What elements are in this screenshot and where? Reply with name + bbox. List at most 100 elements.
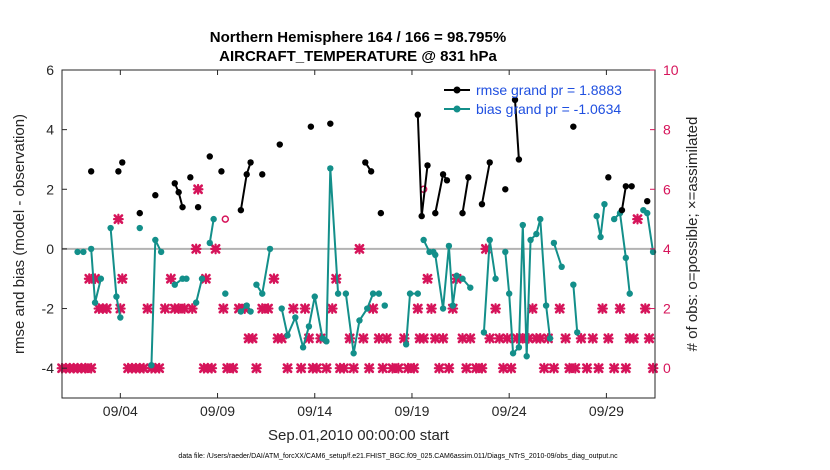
obs-assimilated-marker [460, 362, 472, 374]
obs-assimilated-marker [581, 362, 593, 374]
obs-assimilated-marker [602, 332, 614, 344]
bias-point [292, 314, 299, 321]
bias-point [453, 272, 460, 279]
y2-axis-label: # of obs: o=possible; ×=assimilated [684, 117, 701, 352]
bias-point [266, 245, 274, 253]
bias-point [327, 165, 334, 172]
obs-assimilated-marker [476, 362, 488, 374]
bias-point [459, 275, 466, 282]
obs-assimilated-marker [142, 303, 153, 314]
obs-assimilated-marker [639, 303, 651, 314]
rmse-point [115, 168, 122, 175]
bias-point [136, 224, 143, 232]
bias-point [626, 290, 633, 297]
data-file-footer: data file: /Users/raeder/DAI/ATM_forcXX/… [178, 453, 618, 460]
bias-point [574, 329, 581, 336]
rmse-point [443, 177, 451, 184]
obs-assimilated-marker [418, 332, 430, 344]
bias-point [284, 332, 291, 339]
rmse-point [502, 186, 509, 193]
obs-assimilated-marker [560, 332, 571, 344]
obs-assimilated-marker [527, 303, 538, 314]
rmse-point [187, 174, 194, 181]
y-axis-ticks: -4 -2 0 2 4 6 [42, 62, 67, 376]
bias-line-segment [552, 242, 563, 268]
legend-rmse-marker [453, 86, 461, 94]
obs-assimilated-marker [354, 243, 365, 255]
bias-point [206, 239, 213, 247]
rmse-point [218, 168, 225, 175]
rmse-point [515, 156, 523, 163]
y-tick-label: 2 [46, 181, 54, 197]
y-tick-label: -2 [42, 301, 55, 317]
bias-series [74, 165, 657, 369]
bias-line-segment [208, 218, 215, 244]
bias-line-segment [572, 284, 579, 333]
bias-point [445, 242, 453, 250]
chart-subtitle: AIRCRAFT_TEMPERATURE @ 831 hPa [219, 48, 497, 65]
obs-assimilated-marker [433, 362, 445, 374]
obs-assimilated-marker [227, 362, 239, 374]
bias-point [533, 230, 540, 238]
rmse-point [605, 174, 612, 181]
bias-point [381, 302, 388, 309]
rmse-point [465, 174, 472, 181]
obs-assimilated-marker [422, 273, 433, 285]
plot-frame [61, 69, 656, 399]
plot-area: 09/04 09/09 09/14 09/19 09/24 09/29 -4-20246 … [42, 62, 679, 419]
legend-bias-label: bias grand pr = -1.0634 [476, 101, 621, 117]
x-axis-ticks: 09/04 09/09 09/14 09/19 09/24 09/29 [103, 70, 624, 419]
obs-assimilated-marker [548, 362, 560, 374]
obs-assimilated-marker [262, 303, 274, 314]
bias-point [113, 293, 120, 300]
bias-point [467, 284, 474, 291]
y2-tick-label: 0 [663, 360, 671, 376]
bias-point [323, 338, 330, 345]
bias-point [364, 305, 371, 312]
obs-assimilated-marker [643, 332, 655, 344]
bias-point [593, 212, 600, 220]
y-tick-label: -4 [42, 360, 55, 376]
bias-point [342, 290, 350, 297]
obs-assimilated-marker [338, 362, 350, 374]
obs-assimilated-marker [326, 303, 338, 314]
bias-point [198, 275, 206, 282]
rmse-point [432, 209, 439, 217]
bias-point [546, 335, 554, 342]
rmse-point [276, 141, 283, 148]
obs-assimilated-marker [251, 362, 262, 374]
obs-assimilated-marker [501, 332, 513, 344]
bias-point [558, 263, 565, 270]
legend-rmse-label: rmse grand pr = 1.8883 [476, 82, 622, 98]
obs-assimilated-marker [569, 362, 581, 374]
obs-assimilated-marker [408, 362, 420, 374]
rmse-point [377, 209, 385, 217]
bias-point [570, 281, 577, 288]
obs-assimilated-marker [299, 303, 311, 314]
bias-line-segment [195, 278, 203, 303]
rmse-line-segment [514, 99, 520, 160]
y2-tick-label: 6 [663, 181, 671, 197]
y2-tick-label: 10 [663, 62, 679, 78]
bias-point [171, 281, 178, 288]
obs-assimilated-marker [412, 303, 424, 314]
obs-assimilated-marker [116, 273, 128, 285]
rmse-point [618, 206, 626, 214]
rmse-point [367, 168, 375, 175]
bias-point [537, 215, 544, 223]
y-tick-label: 4 [46, 122, 54, 138]
bias-point [152, 236, 159, 244]
bias-point [247, 308, 254, 315]
obs-assimilated-marker [217, 303, 229, 314]
bias-point [350, 350, 357, 357]
rmse-line-segment [480, 162, 491, 205]
bias-point [80, 248, 87, 256]
bias-point [259, 290, 266, 297]
bias-point [183, 275, 190, 282]
rmse-point [87, 168, 95, 175]
y-tick-label: 0 [46, 241, 54, 257]
obs-assimilated-marker [83, 273, 95, 285]
obs-assimilated-marker [497, 362, 509, 374]
bias-point [210, 215, 217, 223]
obs-assimilated-marker [575, 332, 587, 344]
